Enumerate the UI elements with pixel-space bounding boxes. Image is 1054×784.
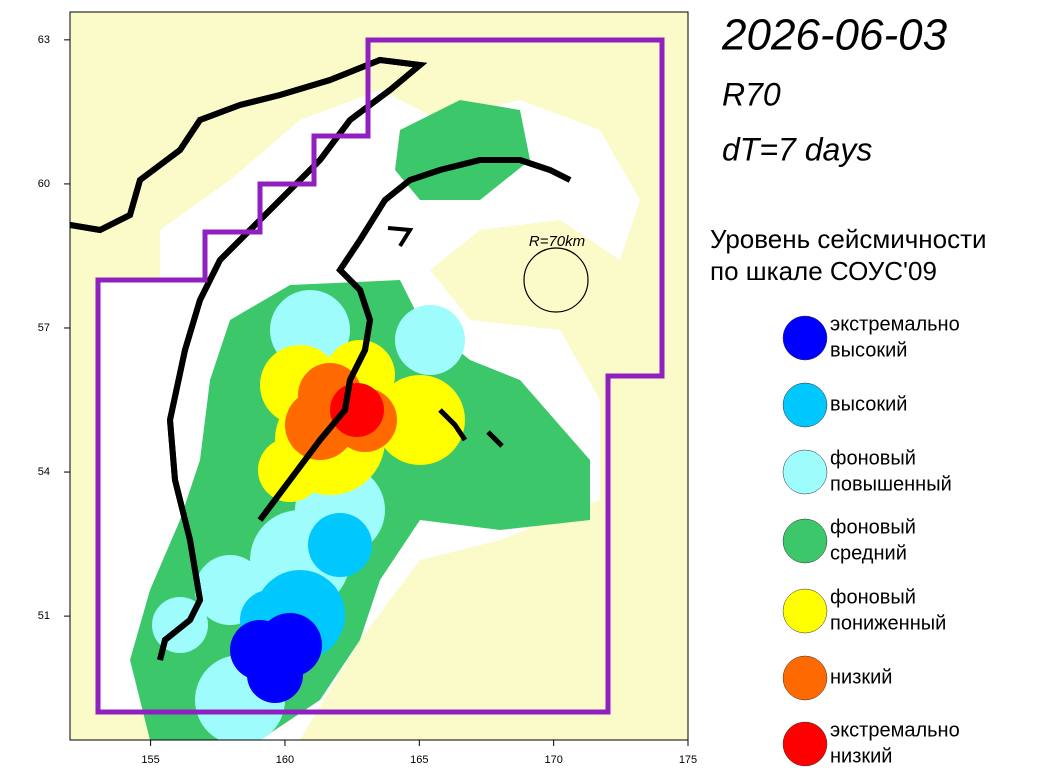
- radius-label: R=70km: [529, 233, 585, 250]
- y-tick-label: 60: [38, 178, 50, 190]
- index-name: R70: [722, 76, 781, 112]
- date: 2026-06-03: [721, 11, 948, 60]
- legend-label: экстремально: [830, 313, 960, 335]
- time-window: dT=7 days: [722, 131, 872, 167]
- region-boundary: [95, 37, 665, 715]
- axes: 155 160 165 170 175 51 54 57 60 63: [38, 34, 697, 766]
- legend-title: Уровень сейсмичности: [710, 224, 987, 254]
- legend-label: пониженный: [830, 612, 946, 634]
- x-tick-label: 155: [141, 754, 159, 766]
- legend-swatch: [782, 518, 828, 564]
- legend-label: повышенный: [830, 473, 952, 495]
- legend-label: фоновый: [830, 516, 916, 538]
- legend-swatch: [782, 315, 828, 361]
- y-tick-label: 51: [38, 610, 50, 622]
- legend-label: низкий: [830, 666, 892, 688]
- legend-title: по шкале СОУС'09: [710, 256, 937, 286]
- legend-label: средний: [830, 542, 907, 564]
- legend-swatch: [782, 721, 828, 767]
- legend-label: высокий: [830, 393, 907, 415]
- y-tick-label: 63: [38, 34, 50, 46]
- legend-swatch: [782, 655, 828, 701]
- x-tick-label: 165: [410, 754, 428, 766]
- legend-label: низкий: [830, 745, 892, 767]
- legend-swatch: [782, 449, 828, 495]
- coastline: [70, 56, 570, 660]
- radius-circle: [523, 247, 589, 313]
- x-tick-label: 175: [679, 754, 697, 766]
- legend-label: экстремально: [830, 719, 960, 741]
- legend-label: высокий: [830, 339, 907, 361]
- legend-label: фоновый: [830, 447, 916, 469]
- legend-label: фоновый: [830, 586, 916, 608]
- map-frame: [69, 11, 689, 741]
- seismicity-zones: [130, 100, 590, 740]
- legend-swatch: [782, 382, 828, 428]
- y-tick-label: 54: [38, 466, 50, 478]
- map-area: R=70km: [70, 12, 688, 740]
- y-tick-label: 57: [38, 322, 50, 334]
- x-tick-label: 170: [544, 754, 562, 766]
- legend-swatch: [782, 588, 828, 634]
- x-tick-label: 160: [276, 754, 294, 766]
